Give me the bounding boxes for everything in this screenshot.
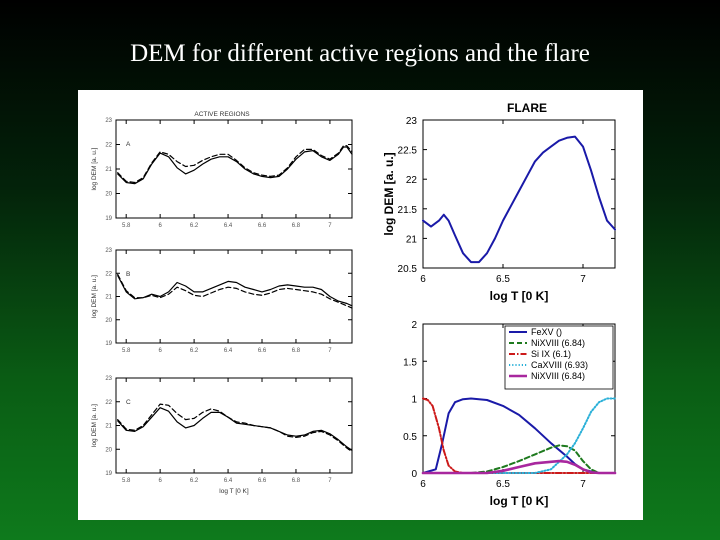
series-line-5 (421, 459, 617, 475)
x-axis-label: log T [0 K] (490, 494, 549, 508)
y-axis-label: log DEM [a. u.] (91, 147, 98, 190)
y-tick-label: 1 (411, 395, 417, 406)
y-tick-label: 22.5 (398, 146, 418, 157)
y-tick-label: 23 (105, 118, 112, 124)
plot-frame (115, 249, 353, 344)
series-line-1 (117, 275, 353, 307)
chart-a: 5.8 6 6.2 6.4 6.6 6.8 7 19 20 21 22 23 log DEM [a. u… (91, 111, 353, 229)
panel-label: C (126, 399, 131, 406)
y-tick-label: 20.5 (398, 264, 418, 275)
y-tick-label: 20 (105, 447, 112, 453)
y-tick-label: 23 (406, 116, 418, 127)
legend-box (504, 325, 614, 390)
plot-frame (115, 377, 353, 474)
y-tick-label: 0 (411, 469, 417, 480)
x-tick-label: 6.4 (224, 478, 233, 484)
series-line-2 (422, 444, 616, 474)
x-tick-label: 6 (158, 348, 162, 354)
x-tick-label: 6.8 (292, 348, 301, 354)
x-tick-label: 6.4 (224, 223, 233, 229)
y-tick-label: 21 (105, 167, 112, 173)
y-tick-label: 22 (406, 175, 418, 186)
y-tick-label: 20 (105, 192, 112, 198)
x-tick-label: 7 (328, 348, 332, 354)
series-line-1 (422, 135, 616, 264)
x-tick-label: 6 (158, 223, 162, 229)
x-tick-label: 6.2 (190, 478, 199, 484)
panel-label: A (126, 141, 131, 148)
legend-label: Si IX (6.1) (531, 349, 571, 359)
slide-title: DEM for different active regions and the… (130, 40, 590, 67)
y-tick-label: 20 (105, 318, 112, 324)
y-axis-label: log DEM [a. u.] (91, 275, 98, 318)
x-tick-label: 7 (328, 223, 332, 229)
y-axis-label: log DEM [a. u.] (382, 152, 396, 235)
x-tick-label: 6 (420, 479, 426, 490)
x-tick-label: 6.8 (292, 478, 301, 484)
x-tick-label: 6 (420, 274, 426, 285)
y-tick-label: 19 (105, 341, 112, 347)
x-tick-label: 6.4 (224, 348, 233, 354)
x-tick-label: 7 (580, 479, 586, 490)
figure-panel: 5.8 6 6.2 6.4 6.6 6.8 7 19 20 21 22 23 log DEM [a. u… (78, 90, 643, 520)
x-tick-label: 6.8 (292, 223, 301, 229)
x-tick-label: 6.5 (496, 274, 510, 285)
y-tick-label: 21 (105, 295, 112, 301)
group-title: ACTIVE REGIONS (194, 111, 250, 118)
y-tick-label: 21.5 (398, 205, 418, 216)
chart-title: FLARE (507, 101, 547, 115)
y-tick-label: 22 (105, 271, 112, 277)
series-line-2 (117, 403, 353, 453)
y-tick-label: 19 (105, 471, 112, 477)
x-tick-label: 6 (158, 478, 162, 484)
legend-label: NiXVIII (6.84) (531, 371, 585, 381)
y-tick-label: 22 (105, 400, 112, 406)
series-line-1 (117, 407, 353, 451)
series-line-1 (117, 146, 353, 185)
chart-b: 5.8 6 6.2 6.4 6.6 6.8 7 19 20 21 22 23 log DEM [a. u… (91, 248, 353, 354)
series-line-2 (117, 145, 353, 184)
y-tick-label: 1.5 (403, 357, 417, 368)
panel-label: B (126, 271, 130, 278)
y-axis-label: log DEM [a. u.] (91, 404, 98, 447)
y-tick-label: 23 (105, 376, 112, 382)
x-axis-label: log T [0 K] (219, 488, 249, 495)
plot-frame (422, 119, 616, 269)
y-tick-label: 19 (105, 216, 112, 222)
x-tick-label: 6.2 (190, 223, 199, 229)
x-tick-label: 6.6 (258, 478, 267, 484)
y-tick-label: 0.5 (403, 432, 417, 443)
y-tick-label: 23 (105, 248, 112, 254)
legend: FeXV ()NiXVIII (6.84)Si IX (6.1)CaXVIII … (504, 325, 614, 390)
x-tick-label: 7 (328, 478, 332, 484)
y-tick-label: 22 (105, 143, 112, 149)
y-tick-label: 2 (411, 320, 417, 331)
plot-frame (115, 119, 353, 219)
chart-c: 5.8 6 6.2 6.4 6.6 6.8 7 19 20 21 22 23 log DEM [a. u… (91, 376, 353, 495)
series-line-4 (422, 397, 616, 474)
x-tick-label: 5.8 (122, 348, 131, 354)
series-line-2 (117, 273, 353, 309)
x-axis-label: log T [0 K] (490, 289, 549, 303)
x-tick-label: 6.6 (258, 223, 267, 229)
chart-flare: 6 6.5 7 20.5 21 21.5 22 22.5 23 log DEM [a. u.] lo… (382, 101, 616, 303)
x-tick-label: 6.5 (496, 479, 510, 490)
legend-label: CaXVIII (6.93) (531, 360, 588, 370)
x-tick-label: 5.8 (122, 478, 131, 484)
x-tick-label: 6.2 (190, 348, 199, 354)
legend-label: FeXV () (531, 327, 562, 337)
y-tick-label: 21 (105, 424, 112, 430)
x-tick-label: 7 (580, 274, 586, 285)
legend-label: NiXVIII (6.84) (531, 338, 585, 348)
x-tick-label: 5.8 (122, 223, 131, 229)
x-tick-label: 6.6 (258, 348, 267, 354)
y-tick-label: 21 (406, 234, 418, 245)
